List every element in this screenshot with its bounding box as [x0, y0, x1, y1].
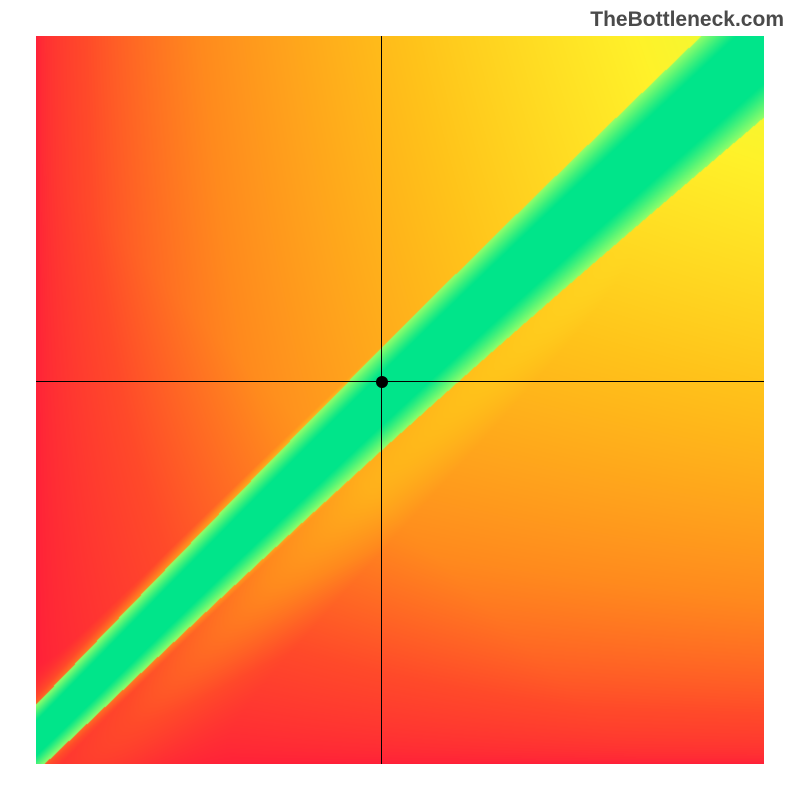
heatmap-canvas — [36, 36, 764, 764]
crosshair-marker — [376, 376, 388, 388]
watermark-text: TheBottleneck.com — [590, 8, 784, 32]
plot-area — [36, 36, 764, 764]
crosshair-vertical — [381, 36, 382, 764]
heatmap-canvas-wrap — [36, 36, 764, 764]
crosshair-horizontal — [36, 381, 764, 382]
